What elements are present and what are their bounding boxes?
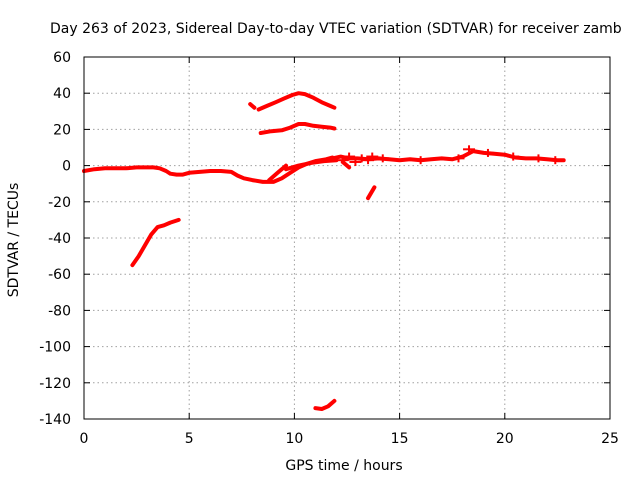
grid — [84, 57, 610, 419]
series-bottom-arc — [313, 398, 337, 411]
x-axis-label: GPS time / hours — [285, 458, 402, 474]
y-tick-label: 0 — [62, 159, 71, 175]
y-tick-label: -120 — [39, 376, 71, 392]
y-tick-label: 20 — [53, 122, 71, 138]
series-drop-12-5 — [340, 160, 352, 170]
series-upper-arc-high — [256, 91, 337, 112]
y-tick-label: -80 — [48, 303, 71, 319]
axis-ticks: 0 5 10 15 20 25 60 40 20 0 -20 -40 -60 -80 -100 -120 -14… — [39, 50, 619, 447]
chart-title: Day 263 of 2023, Sidereal Day-to-day VTE… — [50, 21, 622, 37]
y-tick-label: -60 — [48, 267, 71, 283]
series-dip-branch — [267, 163, 288, 183]
x-tick-label: 5 — [185, 431, 194, 447]
plot-frame — [83, 56, 611, 420]
x-tick-label: 10 — [285, 431, 303, 447]
y-tick-label: -20 — [48, 195, 71, 211]
series-main-track — [82, 155, 335, 184]
data-series — [82, 91, 566, 411]
series-upper-arc-low — [258, 122, 337, 135]
series-lower-arc — [130, 217, 181, 268]
series-short-upper — [248, 102, 257, 110]
y-tick-label: -40 — [48, 231, 71, 247]
y-tick-label: -140 — [39, 412, 71, 428]
x-tick-label: 0 — [80, 431, 89, 447]
y-axis-label: SDTVAR / TECUs — [6, 183, 22, 298]
y-tick-label: 40 — [53, 86, 71, 102]
x-tick-label: 25 — [601, 431, 619, 447]
series-drop-13-6 — [366, 185, 377, 201]
x-tick-label: 20 — [496, 431, 514, 447]
y-tick-label: -100 — [39, 340, 71, 356]
y-tick-label: 60 — [53, 50, 71, 66]
x-tick-label: 15 — [391, 431, 409, 447]
series-rise-branch — [284, 158, 339, 172]
